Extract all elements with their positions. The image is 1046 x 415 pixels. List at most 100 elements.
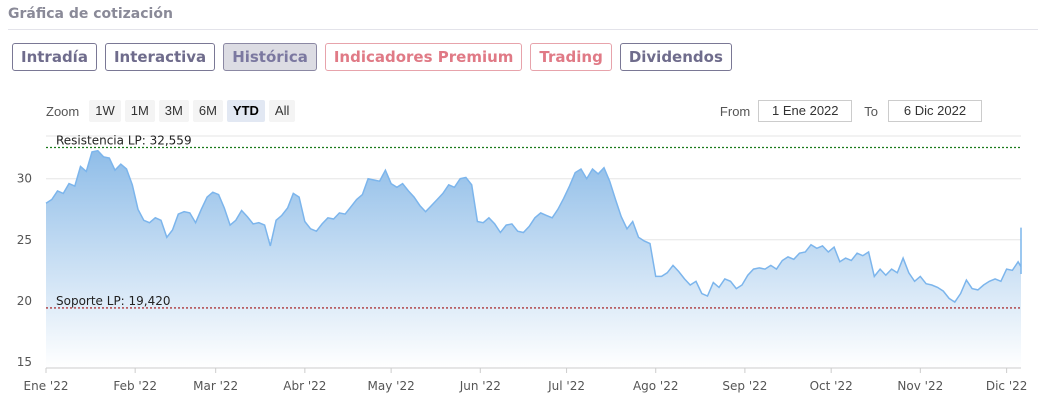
price-point bbox=[344, 213, 346, 215]
price-point bbox=[275, 220, 277, 222]
from-date-input[interactable]: 1 Ene 2022 bbox=[758, 100, 853, 122]
x-tick-label: Jun '22 bbox=[459, 379, 501, 393]
tab-intradia[interactable]: Intradía bbox=[12, 43, 97, 71]
price-point bbox=[603, 167, 605, 169]
x-tick-label: Mar '22 bbox=[193, 379, 238, 393]
price-point bbox=[787, 256, 789, 258]
price-point bbox=[482, 222, 484, 224]
price-point bbox=[465, 177, 467, 179]
price-point bbox=[201, 209, 203, 211]
price-point bbox=[678, 271, 680, 273]
price-area bbox=[46, 150, 1021, 368]
price-point bbox=[977, 289, 979, 291]
price-point bbox=[1012, 270, 1014, 272]
price-point bbox=[828, 251, 830, 253]
x-tick-label: Sep '22 bbox=[722, 379, 767, 393]
price-point bbox=[931, 284, 933, 286]
price-point bbox=[143, 220, 145, 222]
price-point bbox=[523, 232, 525, 234]
price-point bbox=[1020, 238, 1022, 240]
price-point bbox=[195, 222, 197, 224]
price-point bbox=[649, 243, 651, 245]
price-point bbox=[511, 223, 513, 225]
tab-indicadores-premium[interactable]: Indicadores Premium bbox=[324, 43, 523, 71]
price-point bbox=[408, 190, 410, 192]
price-point bbox=[920, 276, 922, 278]
to-date-input[interactable]: 6 Dic 2022 bbox=[888, 100, 982, 122]
price-point bbox=[103, 156, 105, 158]
price-point bbox=[316, 230, 318, 232]
price-point bbox=[695, 281, 697, 283]
price-point bbox=[643, 240, 645, 242]
x-tick-label: Oct '22 bbox=[810, 379, 853, 393]
price-point bbox=[350, 206, 352, 208]
price-point bbox=[132, 184, 134, 186]
price-point bbox=[304, 221, 306, 223]
price-point bbox=[620, 216, 622, 218]
price-point bbox=[362, 194, 364, 196]
price-point bbox=[966, 279, 968, 281]
price-point bbox=[1020, 256, 1022, 258]
zoom-3m-button[interactable]: 3M bbox=[158, 100, 189, 122]
price-point bbox=[856, 252, 858, 254]
x-tick-label: Ago '22 bbox=[633, 379, 679, 393]
price-point bbox=[224, 207, 226, 209]
x-tick-label: May '22 bbox=[368, 379, 415, 393]
price-point bbox=[86, 171, 88, 173]
price-point bbox=[741, 284, 743, 286]
price-point bbox=[442, 193, 444, 195]
price-point bbox=[1020, 227, 1022, 229]
price-point bbox=[805, 251, 807, 253]
price-point bbox=[431, 205, 433, 207]
price-point bbox=[971, 288, 973, 290]
tab-interactiva[interactable]: Interactiva bbox=[104, 43, 216, 71]
price-point bbox=[120, 163, 122, 165]
zoom-1w-button[interactable]: 1W bbox=[89, 100, 121, 122]
support-label: Soporte LP: 19,420 bbox=[56, 294, 171, 308]
price-point bbox=[1020, 273, 1022, 275]
price-point bbox=[666, 272, 668, 274]
price-point bbox=[574, 172, 576, 174]
tab-trading[interactable]: Trading bbox=[530, 43, 612, 71]
price-point bbox=[298, 196, 300, 198]
price-point bbox=[1020, 266, 1022, 268]
tab-dividendos[interactable]: Dividendos bbox=[619, 43, 732, 71]
y-tick-label: 20 bbox=[17, 294, 32, 308]
price-point bbox=[339, 212, 341, 214]
price-point bbox=[592, 168, 594, 170]
price-point bbox=[822, 245, 824, 247]
price-point bbox=[385, 169, 387, 171]
price-point bbox=[994, 278, 996, 280]
price-point bbox=[1020, 230, 1022, 232]
price-point bbox=[937, 287, 939, 289]
price-point bbox=[172, 229, 174, 231]
price-point bbox=[454, 187, 456, 189]
zoom-6m-button[interactable]: 6M bbox=[192, 100, 223, 122]
price-point bbox=[258, 222, 260, 224]
price-point bbox=[713, 282, 715, 284]
zoom-ytd-button[interactable]: YTD bbox=[226, 100, 265, 122]
price-point bbox=[235, 220, 237, 222]
price-point bbox=[874, 276, 876, 278]
tab-historica[interactable]: Histórica bbox=[223, 43, 317, 71]
price-point bbox=[672, 265, 674, 267]
zoom-label: Zoom bbox=[46, 103, 80, 119]
price-point bbox=[287, 207, 289, 209]
price-point bbox=[321, 223, 323, 225]
x-tick-label: Jul '22 bbox=[547, 379, 585, 393]
price-point bbox=[891, 268, 893, 270]
price-point bbox=[528, 226, 530, 228]
price-point bbox=[885, 274, 887, 276]
chart-tabs: Intradía Interactiva Histórica Indicador… bbox=[12, 43, 732, 71]
zoom-all-button[interactable]: All bbox=[268, 100, 296, 122]
price-point bbox=[333, 218, 335, 220]
zoom-1m-button[interactable]: 1M bbox=[124, 100, 155, 122]
price-point bbox=[707, 295, 709, 297]
price-point bbox=[126, 168, 128, 170]
price-point bbox=[178, 213, 180, 215]
price-point bbox=[724, 278, 726, 280]
price-point bbox=[160, 220, 162, 222]
price-point bbox=[425, 211, 427, 213]
price-point bbox=[1020, 241, 1022, 243]
price-point bbox=[500, 232, 502, 234]
